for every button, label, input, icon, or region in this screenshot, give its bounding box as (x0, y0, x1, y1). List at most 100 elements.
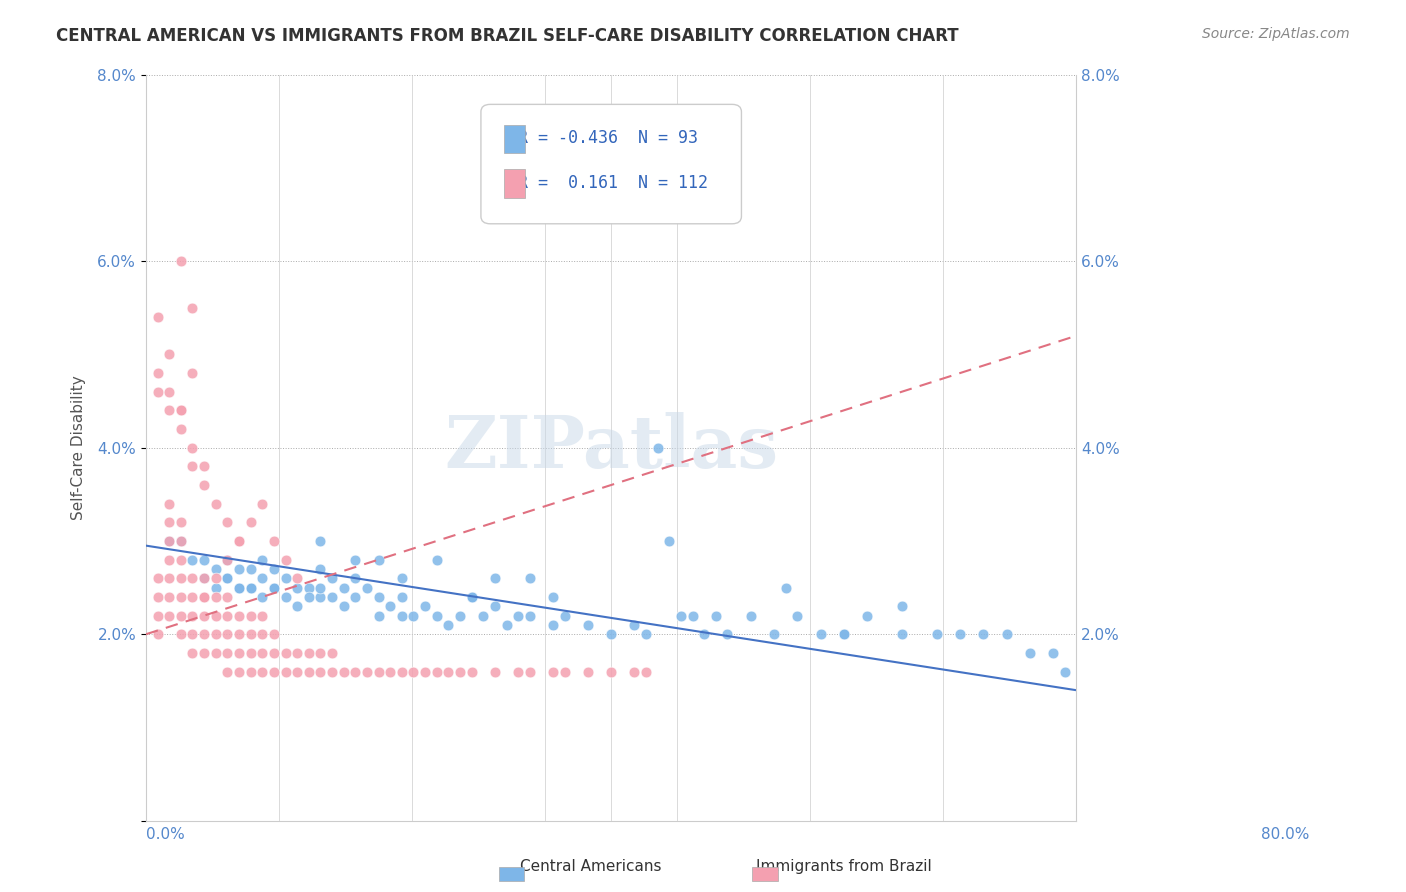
Point (391, 571, 413, 585)
Point (181, 301, 204, 315)
Y-axis label: Self-Care Disability: Self-Care Disability (72, 376, 86, 520)
Text: Source: ZipAtlas.com: Source: ZipAtlas.com (1202, 27, 1350, 41)
Point (193, 608, 215, 623)
Point (298, 646, 321, 660)
Point (309, 646, 332, 660)
Point (217, 516, 239, 530)
Point (298, 665, 321, 679)
Point (763, 627, 786, 641)
Point (181, 441, 204, 455)
Point (146, 366, 169, 380)
Point (636, 665, 658, 679)
Point (263, 562, 285, 576)
Point (600, 665, 623, 679)
Point (263, 533, 285, 548)
Point (193, 571, 215, 585)
Point (274, 571, 297, 585)
Point (181, 590, 204, 604)
Point (170, 571, 193, 585)
Point (146, 627, 169, 641)
Point (217, 590, 239, 604)
Point (170, 552, 193, 566)
Point (170, 403, 193, 417)
Point (623, 618, 645, 632)
Point (321, 571, 343, 585)
Point (925, 627, 948, 641)
Point (263, 627, 285, 641)
Point (344, 552, 367, 566)
Point (228, 581, 250, 595)
Point (740, 608, 762, 623)
Point (181, 571, 204, 585)
Point (157, 403, 180, 417)
Point (193, 590, 215, 604)
Point (157, 533, 180, 548)
Point (252, 627, 274, 641)
Point (437, 618, 460, 632)
Point (856, 608, 879, 623)
Point (285, 571, 308, 585)
Point (217, 627, 239, 641)
Point (413, 599, 436, 614)
Point (157, 608, 180, 623)
Text: Central Americans: Central Americans (520, 859, 661, 874)
Point (228, 608, 250, 623)
Point (600, 627, 623, 641)
Point (332, 581, 354, 595)
Point (344, 665, 367, 679)
Point (890, 627, 912, 641)
Point (193, 590, 215, 604)
Point (356, 581, 378, 595)
Point (367, 665, 389, 679)
Point (157, 571, 180, 585)
Point (228, 581, 250, 595)
Point (623, 665, 645, 679)
Point (576, 665, 599, 679)
Point (484, 599, 506, 614)
Point (321, 646, 343, 660)
Point (204, 562, 226, 576)
Point (460, 590, 482, 604)
Point (344, 590, 367, 604)
Point (704, 608, 727, 623)
Point (356, 665, 378, 679)
Point (949, 627, 972, 641)
Point (380, 665, 402, 679)
Point (554, 665, 576, 679)
Point (228, 562, 250, 576)
Point (170, 403, 193, 417)
Text: R =  0.161  N = 112: R = 0.161 N = 112 (519, 174, 709, 192)
Text: Immigrants from Brazil: Immigrants from Brazil (756, 859, 932, 874)
Point (426, 552, 449, 566)
Text: 0.0%: 0.0% (146, 827, 184, 842)
Point (170, 608, 193, 623)
Point (519, 608, 541, 623)
Point (181, 552, 204, 566)
Point (204, 608, 226, 623)
Point (193, 627, 215, 641)
Point (228, 665, 250, 679)
Point (810, 627, 832, 641)
Point (484, 571, 506, 585)
Point (298, 581, 321, 595)
Point (484, 665, 506, 679)
Point (228, 533, 250, 548)
Point (263, 581, 285, 595)
Point (274, 552, 297, 566)
Point (157, 384, 180, 399)
Point (217, 571, 239, 585)
Point (204, 571, 226, 585)
Point (193, 646, 215, 660)
Point (890, 599, 912, 614)
Point (228, 627, 250, 641)
Point (146, 384, 169, 399)
Point (391, 590, 413, 604)
Point (285, 665, 308, 679)
Point (285, 646, 308, 660)
Point (285, 599, 308, 614)
Point (669, 608, 692, 623)
Point (460, 590, 482, 604)
Point (554, 608, 576, 623)
Point (252, 571, 274, 585)
Point (508, 608, 530, 623)
